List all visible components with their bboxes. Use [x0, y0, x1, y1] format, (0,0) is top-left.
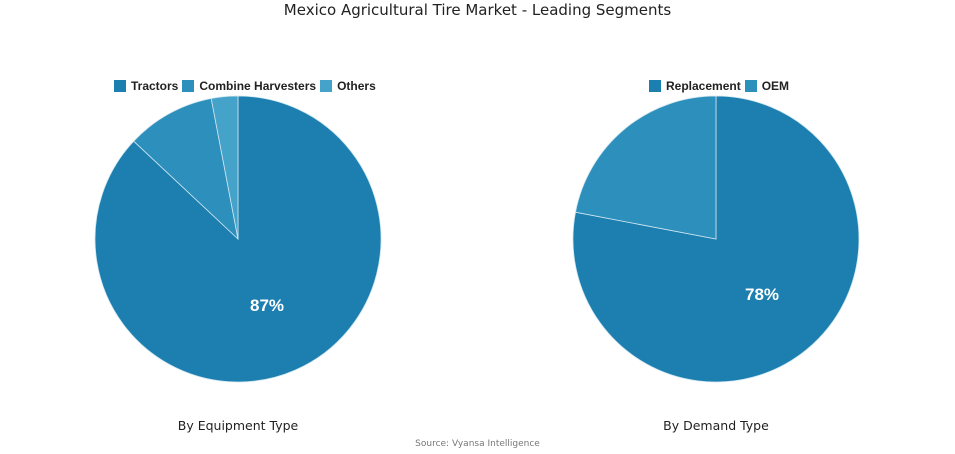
- legend-label: Replacement: [666, 79, 741, 93]
- legend-swatch-icon: [320, 80, 333, 92]
- legend-item-oem[interactable]: OEM: [744, 79, 790, 93]
- legend-item-replacement[interactable]: Replacement: [649, 79, 741, 93]
- slice-oem[interactable]: [575, 95, 717, 240]
- pie-demand: 78%: [572, 95, 860, 383]
- legend-item-tractors[interactable]: Tractors: [114, 79, 178, 93]
- legend-label: Combine Harvesters: [199, 79, 317, 93]
- legend-demand: Replacement OEM: [649, 79, 793, 93]
- slice-label-tractors: 87%: [250, 296, 284, 315]
- slice-replacement[interactable]: [572, 95, 860, 383]
- chart-title: Mexico Agricultural Tire Market - Leadin…: [283, 1, 672, 19]
- legend-label: Others: [337, 79, 376, 93]
- legend-swatch-icon: [182, 80, 195, 92]
- legend-swatch-icon: [114, 80, 126, 92]
- slice-label-replacement: 78%: [745, 285, 779, 304]
- legend-item-combine-harvesters[interactable]: Combine Harvesters: [182, 79, 316, 93]
- legend-equipment: Tractors Combine Harvesters Others: [114, 79, 380, 93]
- legend-label: Tractors: [131, 79, 179, 93]
- legend-swatch-icon: [744, 80, 757, 92]
- legend-label: OEM: [761, 79, 790, 93]
- pie-equipment: 87%: [94, 95, 382, 383]
- slice-others[interactable]: [210, 95, 239, 240]
- slice-combine-harvesters[interactable]: [133, 98, 239, 241]
- caption-equipment: By Equipment Type: [177, 418, 299, 433]
- caption-demand: By Demand Type: [663, 418, 769, 433]
- legend-item-others[interactable]: Others: [320, 79, 376, 93]
- source-note: Source: Vyansa Intelligence: [415, 439, 540, 449]
- legend-swatch-icon: [649, 80, 661, 92]
